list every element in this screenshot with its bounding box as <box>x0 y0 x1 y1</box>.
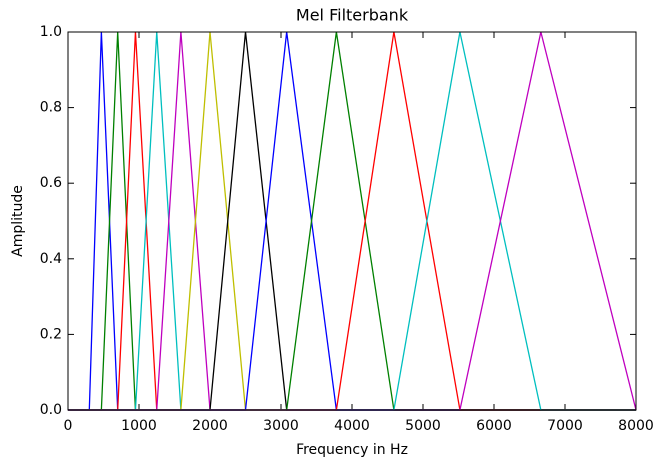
x-axis-label: Frequency in Hz <box>296 442 408 458</box>
x-tick-label: 0 <box>64 418 73 434</box>
x-tick-label: 8000 <box>618 418 654 434</box>
y-tick-label: 0.6 <box>40 175 62 191</box>
y-tick-label: 0.2 <box>40 326 62 342</box>
x-tick-label: 3000 <box>263 418 299 434</box>
x-tick-label: 5000 <box>405 418 441 434</box>
x-tick-label: 2000 <box>192 418 228 434</box>
y-tick-label: 1.0 <box>40 24 62 40</box>
x-tick-label: 7000 <box>547 418 583 434</box>
y-axis-label: Amplitude <box>10 185 26 257</box>
plot-frame <box>67 31 637 411</box>
y-tick-label: 0.0 <box>40 402 62 418</box>
y-tick-label: 0.4 <box>40 251 62 267</box>
chart-title: Mel Filterbank <box>296 6 409 25</box>
y-tick-label: 0.8 <box>40 100 62 116</box>
x-tick-label: 1000 <box>121 418 157 434</box>
x-tick-label: 6000 <box>476 418 512 434</box>
x-tick-label: 4000 <box>334 418 370 434</box>
